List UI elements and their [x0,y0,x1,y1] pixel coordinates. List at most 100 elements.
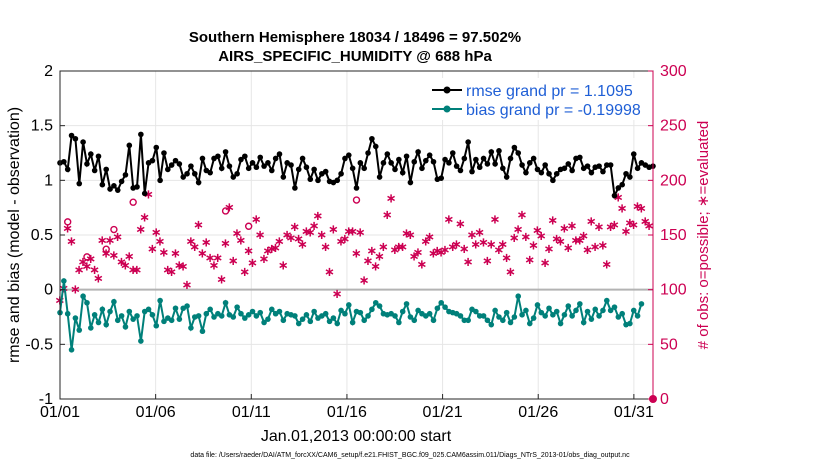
obs-evaluated-point: ∗ [417,257,428,272]
rmse-point [311,166,317,173]
bias-point [376,303,383,309]
bias-point [307,318,314,325]
obs-evaluated-point: ∗ [128,263,139,278]
obs-evaluated-point: ∗ [470,238,481,253]
bias-point [230,314,237,320]
title: Southern Hemisphere 18034 / 18496 = 97.5… [189,29,521,65]
obs-evaluated-point: ∗ [108,249,119,264]
rmse-point [230,174,237,180]
rmse-point [438,175,445,181]
obs-evaluated-point: ∗ [313,209,324,224]
rmse-point [168,162,175,168]
obs-evaluated-point: ∗ [378,240,389,255]
rmse-point [141,190,148,197]
rmse-point [234,170,240,177]
y-tick-label-right: 300 [660,63,687,80]
rmse-point [95,153,102,160]
bias-point [95,319,102,326]
obs-evaluated-point: ∗ [474,226,485,241]
bias-point [580,319,587,326]
rmse-point [376,174,383,180]
rmse-point [623,170,629,177]
obs-evaluated-point: ∗ [305,226,316,241]
obs-possible-point [102,245,110,253]
bias-point [342,310,348,317]
rmse-point [584,163,591,169]
obs-evaluated-point: ∗ [455,217,466,232]
obs-evaluated-point: ∗ [359,274,370,289]
bias-point [480,313,487,319]
obs-possible-point [221,207,230,215]
y-axis-label-left: rmse and bias (model - observation) [6,107,23,363]
rmse-point [503,174,510,180]
bias-point [550,312,556,318]
obs-evaluated-point: ∗ [324,265,335,280]
obs-evaluated-point: ∗ [409,250,420,265]
bias-point [476,313,483,319]
rmse-point [538,169,545,176]
bias-point [234,304,240,310]
y-tick-label-left: 0 [44,282,53,299]
bias-point [91,312,98,318]
bias-point [396,319,402,326]
obs-evaluated-point: ∗ [85,252,96,267]
rmse-point [342,155,348,162]
bias-point [500,317,506,324]
right-axis-zero-marker [649,395,657,403]
rmse-point [500,165,506,172]
rmse-point [426,152,433,158]
obs-evaluated-point: ∗ [513,222,524,237]
obs-evaluated-point: ∗ [401,227,412,242]
rmse-point [172,157,179,164]
obs-evaluated-point: ∗ [212,251,223,266]
bias-point [507,319,514,326]
rmse-point [249,160,256,166]
bias-point [573,307,579,314]
obs-evaluated-point: ∗ [120,258,131,273]
bias-point [392,313,398,319]
bias-point [534,302,541,308]
rmse-point [257,154,264,161]
rmse-point [276,151,283,157]
bias-point [138,338,144,344]
obs-evaluated-point: ∗ [551,232,562,247]
rmse-point [369,135,375,142]
bias-point [503,309,510,316]
rmse-point [600,168,606,175]
rmse-point [184,170,190,177]
obs-evaluated-point: ∗ [366,244,377,259]
rmse-point [222,149,229,155]
rmse-point [569,167,575,174]
obs-evaluated-point: ∗ [309,219,320,234]
obs-evaluated-point: ∗ [278,258,289,273]
series-layer: ∗∗∗∗∗∗∗∗∗∗∗∗∗∗∗∗∗∗∗∗∗∗∗∗∗∗∗∗∗∗∗∗∗∗∗∗∗∗∗∗… [55,131,656,353]
bias-point [592,306,599,313]
rmse-point [226,163,233,169]
rmse-point [542,162,548,168]
rmse-point [488,149,495,155]
obs-evaluated-point: ∗ [601,257,612,272]
obs-evaluated-point: ∗ [632,199,643,214]
obs-evaluated-point: ∗ [332,287,343,302]
rmse-point [492,161,498,167]
obs-evaluated-point: ∗ [209,258,220,273]
obs-evaluated-point: ∗ [628,218,639,233]
bias-point [72,315,79,321]
rmse-point [165,166,171,173]
obs-evaluated-point: ∗ [482,254,493,269]
obs-evaluated-point: ∗ [286,231,297,246]
obs-evaluated-point: ∗ [574,233,585,248]
y-tick-label-left: -0.5 [25,336,53,353]
bias-point [426,310,433,317]
obs-evaluated-point: ∗ [328,222,339,237]
rmse-point [430,158,437,165]
obs-evaluated-point: ∗ [459,242,470,257]
rmse-point [403,153,410,160]
obs-evaluated-point: ∗ [301,225,312,240]
bias-point [538,309,545,316]
rmse-point [253,164,260,171]
obs-evaluated-point: ∗ [582,243,593,258]
bias-point [207,306,213,313]
bias-point [130,316,136,322]
bias-point [203,310,210,317]
